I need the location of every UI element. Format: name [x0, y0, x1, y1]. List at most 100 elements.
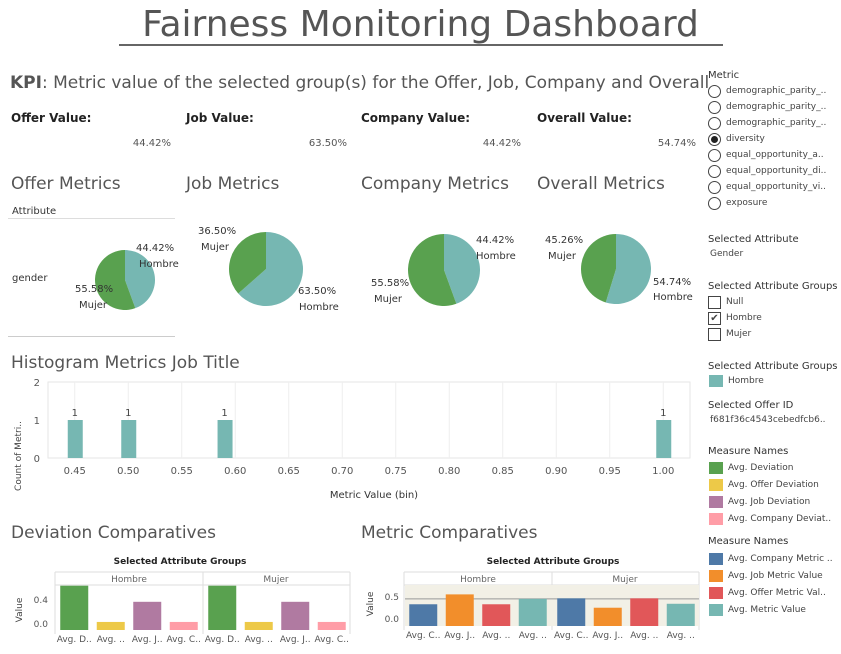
histogram-xtick: 0.80: [438, 466, 460, 477]
job-metrics-title: Job Metrics: [186, 174, 280, 194]
radio-button[interactable]: [708, 180, 721, 194]
offer-mujer-pct: 55.58%: [75, 284, 114, 295]
offer-pie-chart[interactable]: [95, 250, 155, 310]
company-pie-chart[interactable]: [408, 234, 480, 306]
histogram-bar: [217, 420, 233, 458]
metric-option-selected[interactable]: diversity: [708, 131, 826, 147]
groups-legend-title: Selected Attribute Groups: [708, 361, 838, 372]
offer-id-value: f681f36c4543cebedfcb6..: [710, 415, 826, 425]
overall-pie-chart[interactable]: [581, 234, 651, 304]
group-option-hombre[interactable]: ✔ Hombre: [708, 310, 762, 326]
bar-category-label: Avg. C..: [167, 635, 201, 645]
kpi-prefix: KPI: [10, 73, 42, 93]
metric-option[interactable]: equal_opportunity_di..: [708, 163, 826, 179]
legend-swatch: [709, 569, 723, 582]
groups-legend-item: Hombre: [709, 375, 764, 387]
job-mujer-pct: 36.50%: [198, 226, 237, 237]
offer-hombre-label: Hombre: [139, 259, 179, 270]
overall-value-label: Overall Value:: [537, 111, 632, 125]
histogram-ylabel: Count of Metri..: [14, 421, 24, 491]
metric-option-label: equal_opportunity_di..: [726, 166, 827, 176]
bar-hombre: [96, 621, 125, 630]
legend-item: Avg. Metric Value: [709, 601, 833, 618]
radio-button[interactable]: [708, 196, 721, 210]
legend-label: Avg. Deviation: [728, 462, 794, 473]
bar-hombre: [169, 621, 198, 630]
metric-cmp-chart-title: Selected Attribute Groups: [487, 557, 620, 567]
job-pie-chart[interactable]: [229, 232, 303, 306]
metric-option-label: exposure: [726, 198, 768, 208]
company-value-label: Company Value:: [361, 111, 471, 125]
legend-swatch: [709, 586, 723, 599]
legend-swatch: [709, 478, 723, 491]
radio-button[interactable]: [708, 100, 721, 114]
bar-category-label: Avg. J..: [444, 631, 475, 641]
group-option-null[interactable]: Null: [708, 294, 762, 310]
histogram-xlabel: Metric Value (bin): [330, 490, 418, 501]
checkbox[interactable]: [708, 295, 721, 309]
company-metrics-title: Company Metrics: [361, 174, 509, 194]
title-underline: [119, 44, 723, 46]
bar-category-label: Avg. C..: [554, 631, 588, 641]
metric-option[interactable]: demographic_parity_..: [708, 115, 826, 131]
kpi-description: KPI: Metric value of the selected group(…: [10, 73, 709, 93]
group-option-mujer[interactable]: Mujer: [708, 326, 762, 342]
job-hombre-pct: 63.50%: [298, 286, 337, 297]
bar-hombre: [133, 601, 162, 630]
bar-hombre: [445, 594, 474, 626]
metric-option-label: diversity: [726, 134, 765, 144]
histogram-chart[interactable]: Count of Metri.. 0.45 0.50 0.55 0.60 0.65 0.7…: [8, 376, 698, 506]
metric-option[interactable]: equal_opportunity_vi..: [708, 179, 826, 195]
radio-button-selected[interactable]: [708, 132, 721, 146]
metric-option[interactable]: demographic_parity_..: [708, 99, 826, 115]
pie-slice-hombre: [238, 232, 303, 306]
offer-id-title: Selected Offer ID: [708, 400, 794, 411]
bar-hombre: [409, 604, 438, 626]
legend-label: Avg. Job Metric Value: [728, 570, 823, 581]
metric-filter-title: Metric: [708, 70, 740, 81]
bar-category-label: Avg. C..: [315, 635, 349, 645]
job-value: 63.50%: [308, 138, 347, 149]
checkbox[interactable]: [708, 327, 721, 341]
legend-swatch: [709, 512, 723, 525]
metric-cmp-chart[interactable]: Selected Attribute Groups Hombre Mujer V…: [355, 552, 701, 652]
histogram-xtick: 0.95: [599, 466, 621, 477]
deviation-group-hombre: Hombre: [111, 575, 147, 585]
bar-mujer: [666, 603, 695, 626]
selected-attribute-title: Selected Attribute: [708, 234, 799, 245]
metric-option-label: demographic_parity_..: [726, 118, 827, 128]
radio-button[interactable]: [708, 148, 721, 162]
histogram-xtick: 0.90: [545, 466, 567, 477]
metric-cmp-group-mujer: Mujer: [612, 575, 638, 585]
deviation-group-mujer: Mujer: [263, 575, 289, 585]
radio-button[interactable]: [708, 116, 721, 130]
metric-option[interactable]: exposure: [708, 195, 826, 211]
metric-option[interactable]: equal_opportunity_a..: [708, 147, 826, 163]
measures-legend-2-title: Measure Names: [708, 536, 789, 547]
bar-category-label: Avg. D..: [205, 635, 240, 645]
pie-slice-mujer: [95, 250, 136, 310]
legend-swatch: [709, 552, 723, 565]
histogram-title: Histogram Metrics Job Title: [11, 353, 240, 373]
metric-option[interactable]: demographic_parity_..: [708, 83, 826, 99]
attribute-groups-filter-title: Selected Attribute Groups: [708, 281, 838, 292]
radio-button[interactable]: [708, 164, 721, 178]
checkbox-checked[interactable]: ✔: [708, 311, 721, 325]
bar-mujer: [593, 607, 622, 626]
histogram-bar: [656, 420, 672, 458]
radio-button[interactable]: [708, 84, 721, 98]
legend-item: Avg. Deviation: [709, 459, 831, 476]
bar-mujer: [244, 621, 273, 630]
histogram-xtick: 0.65: [278, 466, 300, 477]
metric-cmp-tick-05: 0.5: [385, 593, 399, 603]
offer-hombre-pct: 44.42%: [136, 243, 175, 254]
group-option-label: Hombre: [726, 313, 762, 323]
bar-category-label: Avg. J..: [280, 635, 311, 645]
histogram-xtick: 0.75: [385, 466, 407, 477]
pie-slice-mujer: [229, 232, 266, 294]
overall-mujer-pct: 45.26%: [545, 235, 584, 246]
legend-label: Hombre: [728, 376, 764, 386]
legend-label: Avg. Company Deviat..: [728, 513, 832, 524]
deviation-chart[interactable]: Selected Attribute Groups Hombre Mujer V…: [8, 552, 353, 652]
legend-item: Avg. Offer Deviation: [709, 476, 831, 493]
